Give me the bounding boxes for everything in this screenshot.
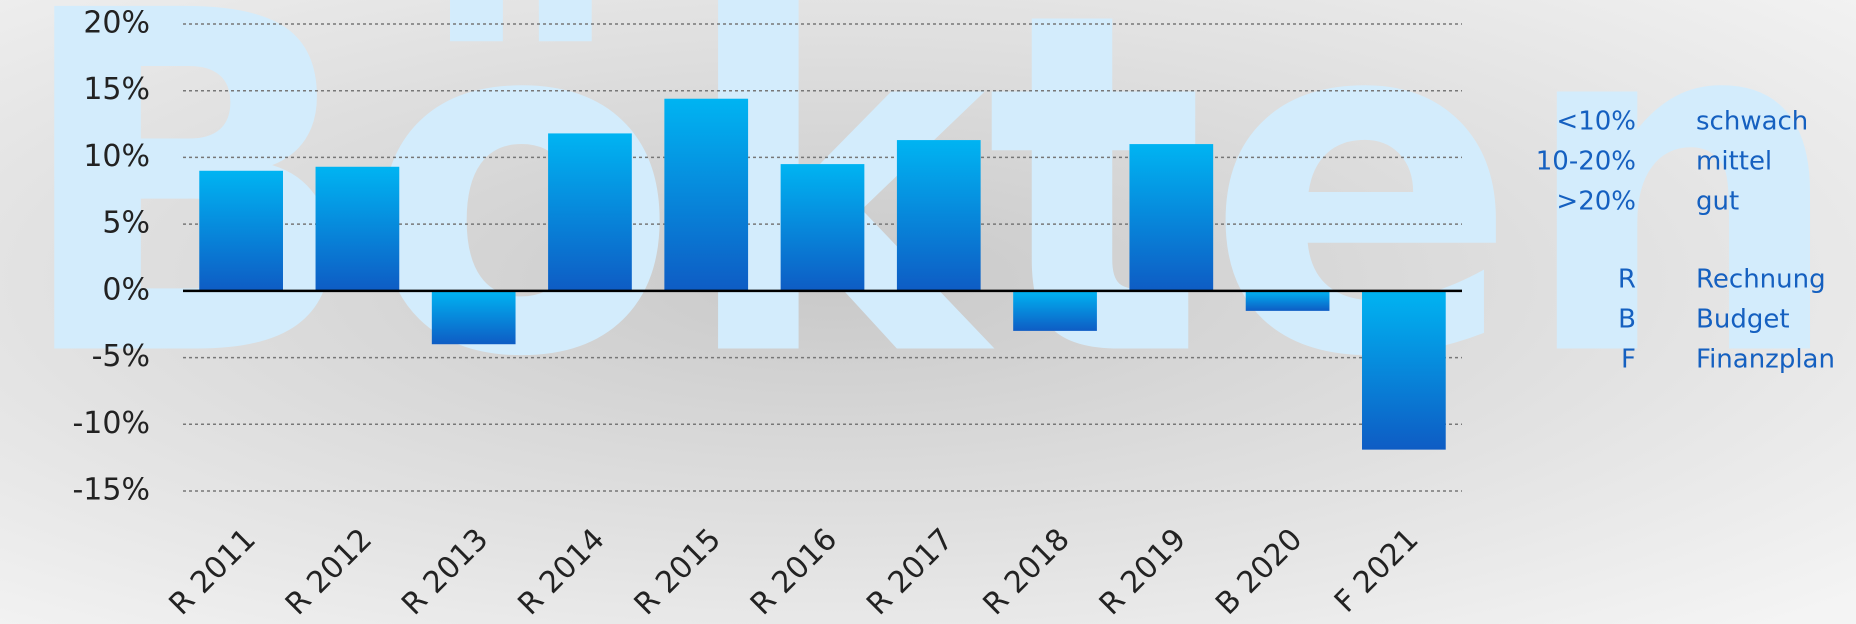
note-text: mittel — [1696, 147, 1772, 177]
y-tick-label: 5% — [102, 206, 150, 241]
bar — [431, 290, 516, 345]
y-tick-label: -5% — [92, 339, 150, 374]
y-tick-label: 0% — [102, 272, 150, 307]
bar — [315, 166, 400, 291]
note-text: gut — [1696, 187, 1739, 217]
bar — [548, 133, 632, 291]
bar — [896, 140, 981, 291]
y-tick-label: 15% — [83, 72, 150, 107]
bar — [1129, 144, 1214, 291]
bar — [664, 98, 749, 291]
note-text: Finanzplan — [1696, 345, 1835, 375]
note-key: R — [1618, 265, 1636, 295]
note-key: >20% — [1556, 187, 1636, 217]
y-tick-label: 20% — [83, 6, 150, 41]
bar — [1245, 290, 1330, 311]
y-tick-label: -15% — [72, 473, 150, 508]
bar — [1362, 290, 1446, 450]
note-text: Budget — [1696, 305, 1790, 335]
bar — [780, 164, 865, 291]
note-text: Rechnung — [1696, 265, 1826, 295]
bar — [199, 170, 283, 291]
note-key: F — [1621, 345, 1636, 375]
bar — [1013, 290, 1097, 331]
note-key: 10-20% — [1536, 147, 1636, 177]
note-text: schwach — [1696, 107, 1808, 137]
y-tick-label: -10% — [72, 406, 150, 441]
y-tick-label: 10% — [83, 139, 150, 174]
note-key: B — [1618, 305, 1636, 335]
note-key: <10% — [1556, 107, 1636, 137]
